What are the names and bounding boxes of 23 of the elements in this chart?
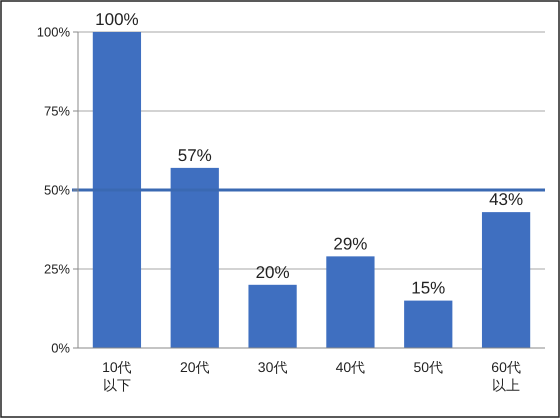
x-tick-label: 20代 <box>180 359 210 375</box>
data-label: 15% <box>411 278 446 298</box>
x-tick-label: 40代 <box>336 359 366 375</box>
bar <box>482 212 530 348</box>
data-label: 43% <box>489 190 524 210</box>
x-tick-label: 10代以下 <box>102 359 132 393</box>
y-tick-label: 50% <box>44 182 70 198</box>
data-label: 29% <box>333 234 368 254</box>
y-tick-label: 75% <box>44 104 70 119</box>
x-tick-label: 60代以上 <box>491 359 521 393</box>
y-tick-label: 100% <box>36 24 70 40</box>
x-tick-label: 50代 <box>413 359 444 375</box>
bar <box>170 168 219 348</box>
bar <box>92 32 142 348</box>
bar <box>326 256 375 348</box>
data-label: 20% <box>256 262 290 282</box>
data-label: 57% <box>178 146 212 165</box>
data-label: 100% <box>95 10 139 29</box>
bar <box>404 300 452 348</box>
y-tick-label: 25% <box>44 262 70 277</box>
x-tick-label: 30代 <box>258 359 288 375</box>
y-tick-label: 0% <box>51 340 70 356</box>
bar <box>248 284 297 348</box>
